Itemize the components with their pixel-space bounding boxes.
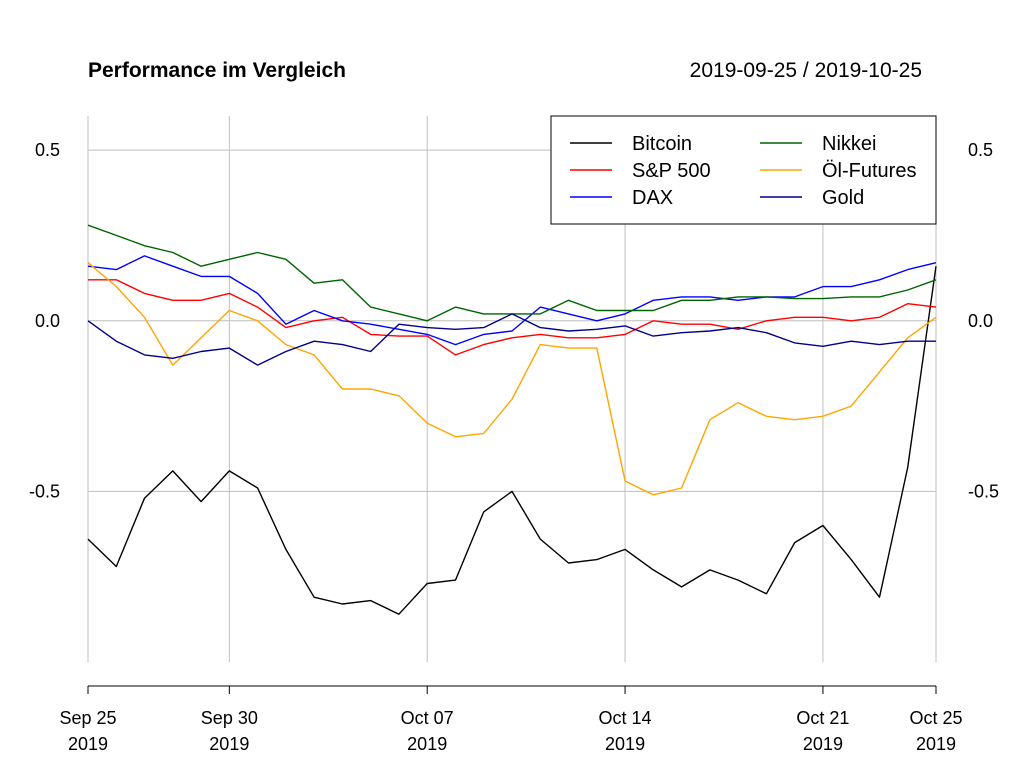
x-tick-label-year: 2019: [68, 734, 108, 754]
x-tick-label: Oct 14: [599, 708, 652, 728]
x-tick-label-year: 2019: [803, 734, 843, 754]
y-tick-label-right: 0.0: [968, 311, 993, 331]
y-tick-label-right: 0.5: [968, 140, 993, 160]
x-tick-label: Oct 07: [401, 708, 454, 728]
legend-box: [550, 115, 937, 225]
series-line-nikkei: [87, 224, 937, 322]
x-tick-label: Sep 25: [59, 708, 116, 728]
series-lines: [87, 224, 937, 615]
x-tick-label-year: 2019: [605, 734, 645, 754]
y-tick-label-left: -0.5: [29, 481, 60, 501]
series-line-gold: [87, 313, 936, 366]
legend-label: Nikkei: [822, 133, 876, 155]
legend-label: Gold: [822, 187, 864, 209]
legend: Bitcoin S&P 500 DAX Nikkei Öl-Futures Gold: [550, 115, 937, 225]
x-tick-label-year: 2019: [209, 734, 249, 754]
x-tick-label-year: 2019: [916, 734, 956, 754]
x-tick-label: Oct 21: [796, 708, 849, 728]
x-tick-label: Oct 25: [909, 708, 962, 728]
y-tick-label-right: -0.5: [968, 481, 999, 501]
legend-label: Öl-Futures: [822, 160, 916, 182]
series-line-dax: [87, 255, 937, 346]
series-line--l-futures: [87, 262, 937, 496]
date-range: 2019-09-25 / 2019-10-25: [690, 59, 922, 82]
series-line-s-p-500: [88, 279, 937, 356]
series-line-bitcoin: [87, 266, 937, 615]
legend-label: DAX: [632, 187, 673, 209]
legend-label: S&P 500: [632, 160, 711, 182]
chart-title: Performance im Vergleich: [88, 59, 346, 82]
y-tick-label-left: 0.0: [35, 311, 60, 331]
y-tick-label-left: 0.5: [35, 140, 60, 160]
x-tick-label-year: 2019: [407, 734, 447, 754]
axes: 0.5 0.5 0.0 0.0 -0.5 -0.5 Sep 25 2019 Sep 30 2019…: [29, 140, 999, 754]
x-tick-label: Sep 30: [201, 708, 258, 728]
legend-label: Bitcoin: [632, 133, 692, 155]
